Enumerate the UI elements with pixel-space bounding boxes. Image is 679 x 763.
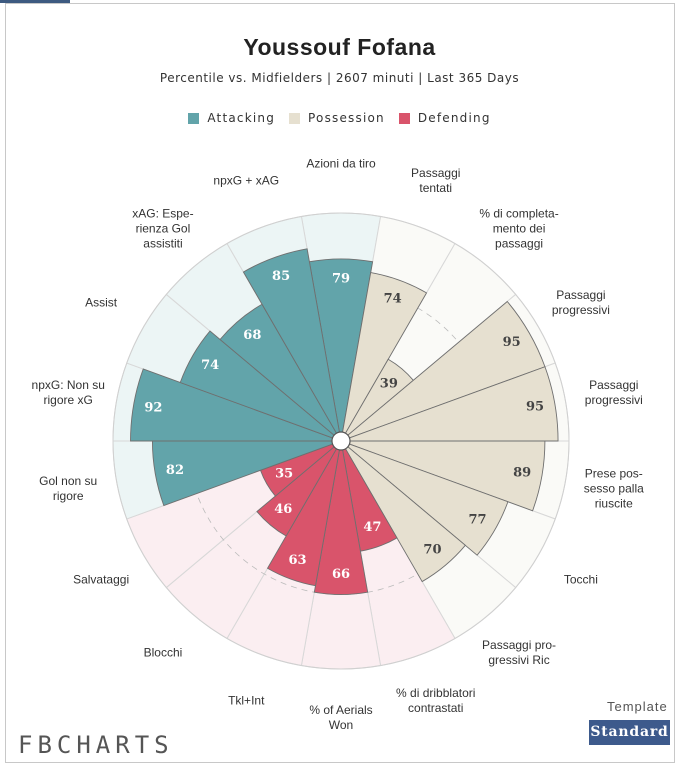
value-label: 35 [275,466,293,481]
category-label: Tkl+Int [228,693,265,708]
category-label: xAG: Espe- rienza Gol assistiti [132,206,194,251]
standard-button[interactable]: Standard [589,720,670,745]
value-label: 95 [526,399,544,414]
value-label: 74 [201,358,219,373]
category-label: Azioni da tiro [306,156,376,171]
legend-label: Attacking [207,111,276,125]
value-label: 39 [380,376,398,391]
template-label: Template [607,699,668,714]
category-label: Passaggi progressivi [584,377,643,407]
category-label: Passaggi progressivi [551,287,610,317]
value-label: 46 [274,502,292,517]
category-label: Assist [85,295,118,309]
value-label: 74 [384,292,402,307]
value-label: 68 [243,328,261,343]
value-label: 77 [468,512,486,527]
value-label: 47 [363,520,381,535]
value-labels: 79 74 39 95 95 89 77 70 47 66 63 46 35 82 92 74 68 85 [144,269,544,582]
category-label: Tocchi [563,572,598,586]
value-label: 66 [332,567,350,582]
category-label: Passaggi tentati [411,165,461,195]
value-label: 85 [272,269,290,284]
outer-ring [112,212,570,670]
legend-item: Attacking [188,111,275,125]
value-label: 89 [513,465,531,480]
legend-item: Possession [289,111,385,125]
category-label: Passaggi pro- gressivi Ric [482,638,557,668]
legend-swatch [188,112,200,124]
logo: FBCHARTS [18,731,174,759]
legend-swatch [289,112,301,124]
category-label: npxG + xAG [213,173,280,188]
value-label: 92 [144,400,162,415]
value-label: 82 [166,463,184,478]
category-label: % di completa- mento dei passaggi [479,206,559,251]
chart: 79 74 39 95 95 89 77 70 47 66 63 46 35 82 92 74 68 85 [112,212,570,670]
chart-title: Youssouf Fofana [243,34,436,60]
legend: Attacking Possession Defending [0,111,679,125]
chart-subtitle: Percentile vs. Midfielders | 2607 minuti… [159,71,520,85]
category-label: % of Aerials Won [309,703,373,732]
value-label: 95 [503,335,521,350]
tab [0,0,70,3]
category-label: Salvataggi [73,572,130,586]
value-label: 70 [423,543,441,558]
center-hole [331,431,351,451]
category-label: npxG: Non su rigore xG [31,377,105,407]
category-label: Gol non su rigore [39,474,98,504]
legend-swatch [398,112,410,124]
category-label: Prese pos- sesso palla riuscite [583,466,644,511]
category-label: Blocchi [143,645,183,660]
value-label: 63 [289,553,307,568]
value-label: 79 [332,271,350,286]
legend-item: Defending [398,111,491,125]
category-label: % di dribblatori contrastati [396,686,476,716]
bars [130,248,559,595]
legend-label: Defending [417,111,491,125]
legend-label: Possession [308,111,385,125]
